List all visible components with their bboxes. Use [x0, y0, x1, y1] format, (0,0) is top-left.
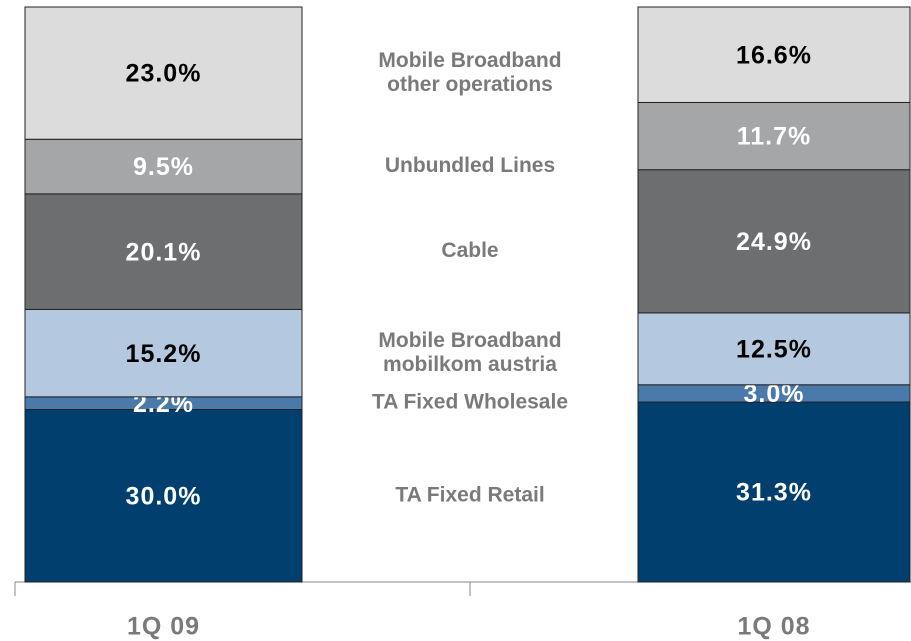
value-label: 31.3%	[736, 479, 812, 507]
value-label: 24.9%	[736, 228, 812, 256]
legend-label: TA Fixed Retail	[395, 483, 544, 506]
bar-segment	[24, 6, 303, 140]
bar-segment	[24, 138, 303, 195]
bar-segment	[637, 169, 911, 314]
legend-label: Mobile Broadband mobilkom austria	[378, 329, 561, 376]
value-label: 12.5%	[736, 335, 812, 363]
bar-segment	[637, 401, 911, 583]
bar-segment	[637, 101, 911, 171]
value-label: 23.0%	[126, 60, 202, 88]
value-label: 11.7%	[737, 123, 812, 151]
value-label: 9.5%	[133, 153, 194, 181]
value-label: 15.2%	[126, 340, 202, 368]
value-label: 20.1%	[126, 238, 202, 266]
legend-label: Mobile Broadband other operations	[378, 49, 561, 96]
bar-segment	[637, 6, 911, 103]
legend-label: Cable	[441, 239, 498, 262]
bar-segment	[24, 308, 303, 398]
legend-label: Unbundled Lines	[385, 154, 555, 177]
legend-label: TA Fixed Wholesale	[372, 391, 568, 414]
x-tick-label: 1Q 09	[127, 613, 200, 641]
bar-segment	[24, 409, 303, 583]
value-label: 30.0%	[126, 482, 202, 510]
x-tick-label: 1Q 08	[737, 613, 810, 641]
value-label: 16.6%	[736, 41, 812, 69]
bar-segment	[24, 193, 303, 310]
